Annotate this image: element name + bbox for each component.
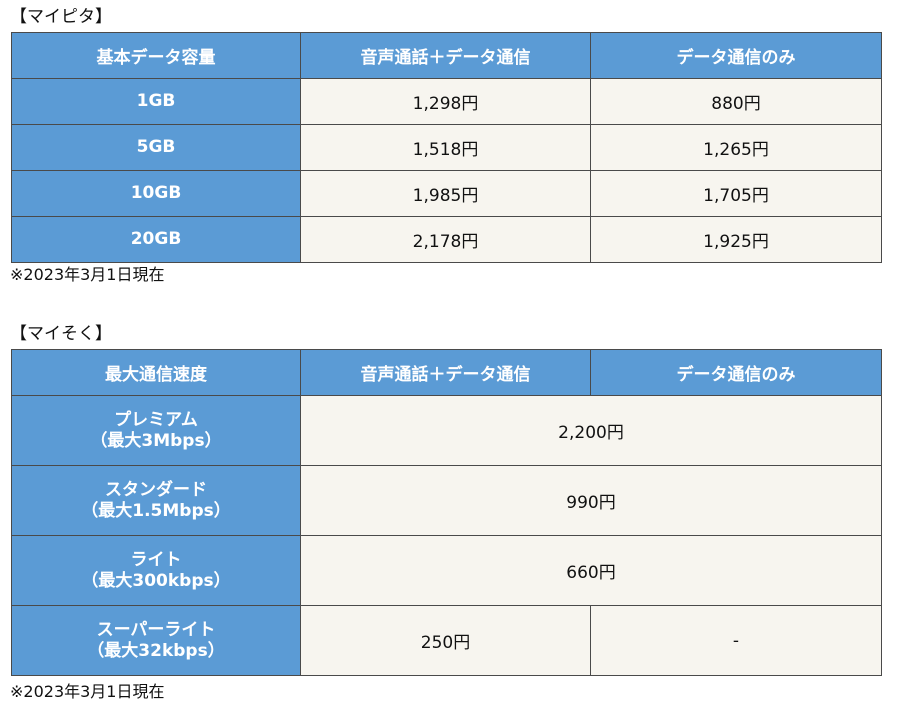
data-only-price: 1,265円	[590, 124, 882, 171]
column-header-data-only: データ通信のみ	[590, 32, 882, 79]
table-row: 10GB 1,985円 1,705円	[11, 170, 882, 217]
data-only-price: 1,705円	[590, 170, 882, 217]
voice-data-price: 1,298円	[300, 78, 591, 125]
mypita-date-note: ※2023年3月1日現在	[10, 265, 165, 284]
data-only-price: -	[590, 605, 882, 676]
table-row: スタンダード （最大1.5Mbps） 990円	[11, 465, 882, 536]
maisoku-price-table: 最大通信速度 音声通話＋データ通信 データ通信のみ プレミアム （最大3Mbps…	[11, 349, 882, 676]
table-header-row: 最大通信速度 音声通話＋データ通信 データ通信のみ	[11, 349, 882, 396]
capacity-cell: 10GB	[11, 170, 301, 217]
table-row: 20GB 2,178円 1,925円	[11, 216, 882, 263]
plan-name: スーパーライト	[96, 619, 216, 640]
plan-name: ライト	[130, 549, 182, 570]
voice-data-price: 1,985円	[300, 170, 591, 217]
table-row: プレミアム （最大3Mbps） 2,200円	[11, 395, 882, 466]
column-header-capacity: 基本データ容量	[11, 32, 301, 79]
column-header-data-only: データ通信のみ	[590, 349, 882, 396]
table-header-row: 基本データ容量 音声通話＋データ通信 データ通信のみ	[11, 32, 882, 79]
maisoku-date-note: ※2023年3月1日現在	[10, 682, 165, 701]
plan-cell: スーパーライト （最大32kbps）	[11, 605, 301, 676]
column-header-voice-data: 音声通話＋データ通信	[300, 349, 591, 396]
capacity-cell: 5GB	[11, 124, 301, 171]
maisoku-title: 【マイそく】	[10, 324, 112, 344]
plan-price: 660円	[300, 535, 882, 606]
voice-data-price: 2,178円	[300, 216, 591, 263]
plan-price: 2,200円	[300, 395, 882, 466]
plan-speed: （最大1.5Mbps）	[81, 500, 231, 521]
capacity-cell: 1GB	[11, 78, 301, 125]
table-row: 1GB 1,298円 880円	[11, 78, 882, 125]
plan-name: プレミアム	[114, 409, 198, 430]
plan-price: 990円	[300, 465, 882, 536]
plan-speed: （最大300kbps）	[81, 570, 231, 591]
mypita-price-table: 基本データ容量 音声通話＋データ通信 データ通信のみ 1GB 1,298円 88…	[11, 32, 882, 263]
plan-speed: （最大3Mbps）	[90, 430, 222, 451]
capacity-cell: 20GB	[11, 216, 301, 263]
data-only-price: 880円	[590, 78, 882, 125]
plan-name: スタンダード	[105, 479, 207, 500]
plan-cell: ライト （最大300kbps）	[11, 535, 301, 606]
plan-cell: スタンダード （最大1.5Mbps）	[11, 465, 301, 536]
mypita-title: 【マイピタ】	[10, 7, 112, 27]
plan-speed: （最大32kbps）	[87, 640, 225, 661]
table-row: 5GB 1,518円 1,265円	[11, 124, 882, 171]
column-header-voice-data: 音声通話＋データ通信	[300, 32, 591, 79]
table-row: ライト （最大300kbps） 660円	[11, 535, 882, 606]
voice-data-price: 250円	[300, 605, 591, 676]
column-header-speed: 最大通信速度	[11, 349, 301, 396]
table-row: スーパーライト （最大32kbps） 250円 -	[11, 605, 882, 676]
voice-data-price: 1,518円	[300, 124, 591, 171]
data-only-price: 1,925円	[590, 216, 882, 263]
plan-cell: プレミアム （最大3Mbps）	[11, 395, 301, 466]
